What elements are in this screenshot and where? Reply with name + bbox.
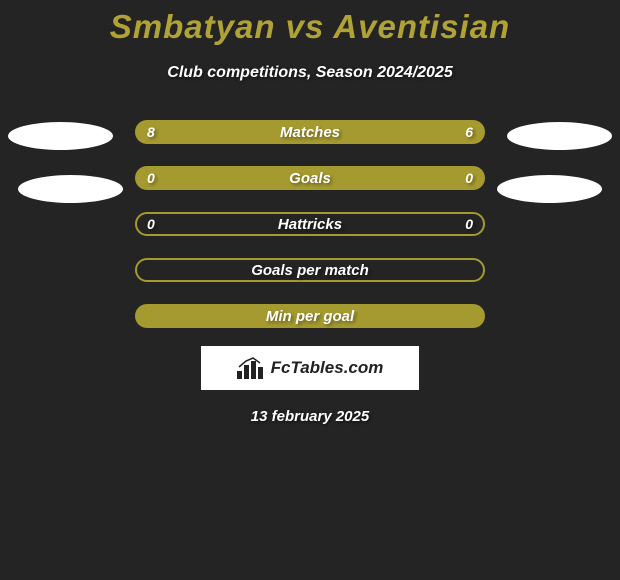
stat-row-goals-per-match: Goals per match bbox=[135, 258, 485, 282]
stat-row-goals: 0 Goals 0 bbox=[135, 166, 485, 190]
stat-row-min-per-goal: Min per goal bbox=[135, 304, 485, 328]
stat-label: Goals bbox=[135, 170, 485, 187]
branding-logo: FcTables.com bbox=[201, 346, 419, 390]
stat-label: Matches bbox=[135, 124, 485, 141]
subtitle: Club competitions, Season 2024/2025 bbox=[0, 64, 620, 82]
footer-date: 13 february 2025 bbox=[0, 408, 620, 425]
stat-label: Min per goal bbox=[135, 308, 485, 325]
page-title: Smbatyan vs Aventisian bbox=[0, 0, 620, 46]
decor-ellipse bbox=[18, 175, 123, 203]
stat-row-hattricks: 0 Hattricks 0 bbox=[135, 212, 485, 236]
chart-icon bbox=[237, 357, 265, 379]
decor-ellipse bbox=[497, 175, 602, 203]
stat-label: Hattricks bbox=[135, 216, 485, 233]
stat-right-value: 0 bbox=[465, 170, 473, 186]
stats-container: 8 Matches 6 0 Goals 0 0 Hattricks 0 Goal… bbox=[0, 120, 620, 328]
decor-ellipse bbox=[8, 122, 113, 150]
stat-right-value: 0 bbox=[465, 216, 473, 232]
stat-right-value: 6 bbox=[465, 124, 473, 140]
branding-text: FcTables.com bbox=[271, 358, 384, 378]
decor-ellipse bbox=[507, 122, 612, 150]
stat-row-matches: 8 Matches 6 bbox=[135, 120, 485, 144]
stat-label: Goals per match bbox=[135, 262, 485, 279]
